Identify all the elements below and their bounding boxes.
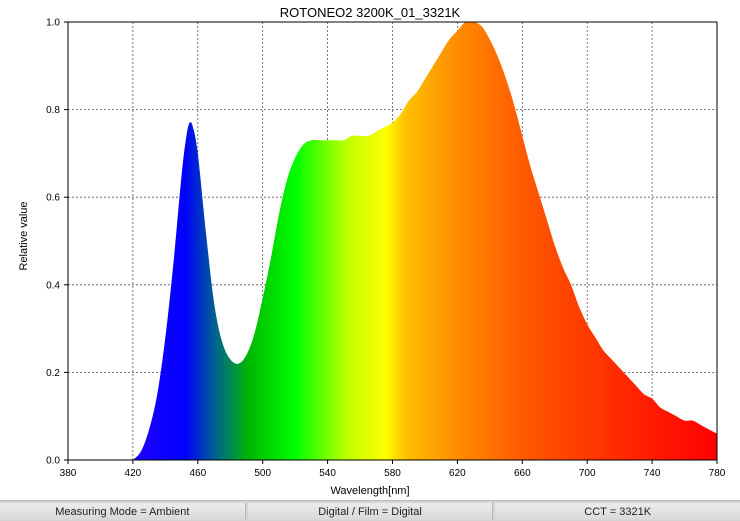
chart-title: ROTONEO2 3200K_01_3321K <box>280 5 461 20</box>
x-axis-label: Wavelength[nm] <box>330 485 409 497</box>
x-tick-label: 780 <box>709 468 726 479</box>
y-tick-label: 0.0 <box>46 456 60 467</box>
x-tick-label: 700 <box>579 468 596 479</box>
y-tick-label: 0.4 <box>46 280 60 291</box>
digital-film-status: Digital / Film = Digital <box>247 503 494 520</box>
x-tick-label: 580 <box>384 468 401 479</box>
x-tick-label: 660 <box>514 468 531 479</box>
y-tick-label: 0.6 <box>46 193 60 204</box>
measuring-mode-status: Measuring Mode = Ambient <box>0 503 246 520</box>
y-tick-label: 0.8 <box>46 105 60 116</box>
y-axis-label: Relative value <box>18 201 30 270</box>
spectrum-chart: ROTONEO2 3200K_01_3321K 380 420 460 500 540 5… <box>18 5 726 497</box>
status-bar: Measuring Mode = Ambient Digital / Film … <box>0 500 740 521</box>
x-tick-label: 500 <box>254 468 271 479</box>
x-tick-label: 540 <box>319 468 336 479</box>
y-tick-label: 1.0 <box>46 18 60 29</box>
spectrum-area <box>132 22 717 460</box>
x-tick-label: 620 <box>449 468 466 479</box>
x-axis: 380 420 460 500 540 580 620 660 700 740 780 <box>60 460 726 479</box>
x-tick-label: 420 <box>125 468 142 479</box>
x-tick-label: 460 <box>189 468 206 479</box>
cct-status: CCT = 3321K <box>495 503 740 520</box>
y-tick-label: 0.2 <box>46 368 60 379</box>
y-axis: 0.0 0.2 0.4 0.6 0.8 1.0 <box>46 18 68 467</box>
x-tick-label: 380 <box>60 468 77 479</box>
x-tick-label: 740 <box>644 468 661 479</box>
